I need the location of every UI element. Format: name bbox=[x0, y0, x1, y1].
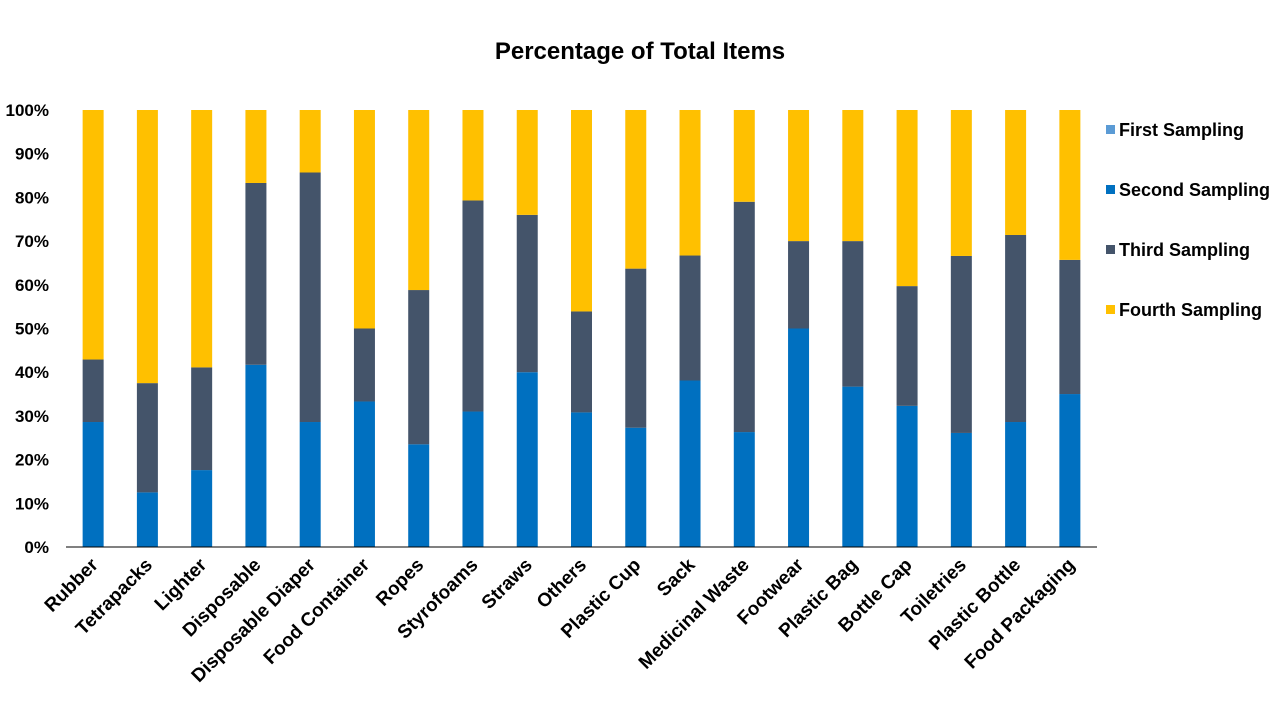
y-tick-label: 10% bbox=[15, 494, 49, 513]
bar-fourth-sampling-footwear bbox=[788, 110, 810, 242]
bar-third-sampling-plastic-bag bbox=[842, 241, 864, 387]
bar-second-sampling-food-container bbox=[353, 401, 375, 547]
bar-third-sampling-disposable bbox=[245, 182, 267, 365]
y-tick-label: 70% bbox=[15, 232, 49, 251]
bar-third-sampling-footwear bbox=[788, 241, 810, 329]
bar-third-sampling-medicinal-waste bbox=[733, 201, 755, 433]
bar-fourth-sampling-disposable bbox=[245, 110, 267, 183]
legend-label: Fourth Sampling bbox=[1119, 300, 1262, 320]
y-tick-label: 90% bbox=[15, 145, 49, 164]
bar-third-sampling-tetrapacks bbox=[136, 383, 158, 493]
bar-second-sampling-plastic-bottle bbox=[1005, 422, 1027, 547]
bar-second-sampling-plastic-bag bbox=[842, 386, 864, 547]
bar-second-sampling-straws bbox=[516, 372, 538, 547]
bar-third-sampling-ropes bbox=[408, 290, 430, 445]
bar-fourth-sampling-food-container bbox=[353, 110, 375, 329]
bar-second-sampling-ropes bbox=[408, 444, 430, 547]
legend-swatch bbox=[1106, 245, 1115, 254]
bar-second-sampling-disposable bbox=[245, 364, 267, 547]
y-axis-ticks: 0% 10% 20% 30% 40% 50% 60% 70% 80% 90% 100% bbox=[6, 101, 49, 557]
bar-third-sampling-bottle-cap bbox=[896, 286, 918, 406]
bar-second-sampling-footwear bbox=[788, 328, 810, 547]
bar-second-sampling-food-packaging bbox=[1059, 394, 1081, 547]
legend-swatch bbox=[1106, 185, 1115, 194]
x-axis-ticks: RubberTetrapacksLighterDisposableDisposa… bbox=[41, 554, 1080, 687]
bar-fourth-sampling-food-packaging bbox=[1059, 110, 1081, 260]
bar-third-sampling-toiletries bbox=[950, 255, 972, 433]
bar-second-sampling-lighter bbox=[191, 470, 213, 547]
bar-third-sampling-lighter bbox=[191, 367, 213, 471]
y-tick-label: 0% bbox=[24, 538, 49, 557]
bar-third-sampling-rubber bbox=[82, 359, 104, 423]
y-tick-label: 50% bbox=[15, 320, 49, 339]
x-tick-label: Straws bbox=[478, 555, 537, 614]
bar-second-sampling-medicinal-waste bbox=[733, 432, 755, 547]
y-tick-label: 30% bbox=[15, 407, 49, 426]
bar-second-sampling-toiletries bbox=[950, 432, 972, 547]
bar-second-sampling-sack bbox=[679, 380, 701, 547]
bar-fourth-sampling-plastic-bottle bbox=[1005, 110, 1027, 235]
bar-fourth-sampling-toiletries bbox=[950, 110, 972, 256]
legend-swatch bbox=[1106, 305, 1115, 314]
bar-second-sampling-rubber bbox=[82, 422, 104, 547]
bar-fourth-sampling-disposable-diaper bbox=[299, 110, 321, 173]
bar-third-sampling-styrofoams bbox=[462, 200, 484, 412]
chart-title: Percentage of Total Items bbox=[495, 38, 785, 65]
bar-third-sampling-food-packaging bbox=[1059, 259, 1081, 395]
y-tick-label: 20% bbox=[15, 451, 49, 470]
bar-fourth-sampling-medicinal-waste bbox=[733, 110, 755, 202]
bar-second-sampling-others bbox=[571, 412, 592, 547]
bar-third-sampling-disposable-diaper bbox=[299, 172, 321, 423]
legend-label: First Sampling bbox=[1119, 120, 1244, 140]
x-tick-label: Sack bbox=[653, 554, 700, 601]
legend: First Sampling Second Sampling Third Sampl… bbox=[1106, 120, 1270, 320]
bar-second-sampling-disposable-diaper bbox=[299, 422, 321, 547]
bar-third-sampling-plastic-cup bbox=[625, 268, 647, 428]
bar-third-sampling-others bbox=[571, 311, 592, 413]
legend-swatch bbox=[1106, 125, 1115, 134]
y-tick-label: 80% bbox=[15, 188, 49, 207]
y-tick-label: 60% bbox=[15, 276, 49, 295]
bar-fourth-sampling-rubber bbox=[82, 110, 104, 360]
bar-fourth-sampling-others bbox=[571, 110, 592, 312]
bar-fourth-sampling-bottle-cap bbox=[896, 110, 918, 287]
bar-second-sampling-styrofoams bbox=[462, 411, 484, 547]
bar-fourth-sampling-lighter bbox=[191, 110, 213, 368]
legend-label: Second Sampling bbox=[1119, 180, 1270, 200]
bar-fourth-sampling-plastic-cup bbox=[625, 110, 647, 269]
bar-fourth-sampling-plastic-bag bbox=[842, 110, 864, 242]
bar-fourth-sampling-ropes bbox=[408, 110, 430, 291]
bar-third-sampling-straws bbox=[516, 214, 538, 373]
bar-fourth-sampling-tetrapacks bbox=[136, 110, 158, 384]
bar-fourth-sampling-straws bbox=[516, 110, 538, 215]
bar-fourth-sampling-sack bbox=[679, 110, 701, 256]
bar-second-sampling-tetrapacks bbox=[136, 492, 158, 547]
y-tick-label: 100% bbox=[6, 101, 49, 120]
y-tick-label: 40% bbox=[15, 363, 49, 382]
bar-second-sampling-plastic-cup bbox=[625, 427, 647, 547]
bar-third-sampling-sack bbox=[679, 255, 701, 381]
bar-second-sampling-bottle-cap bbox=[896, 405, 918, 547]
bar-third-sampling-food-container bbox=[353, 328, 375, 402]
bar-group bbox=[82, 110, 1081, 547]
bar-third-sampling-plastic-bottle bbox=[1005, 234, 1027, 423]
bar-fourth-sampling-styrofoams bbox=[462, 110, 484, 201]
legend-label: Third Sampling bbox=[1119, 240, 1250, 260]
